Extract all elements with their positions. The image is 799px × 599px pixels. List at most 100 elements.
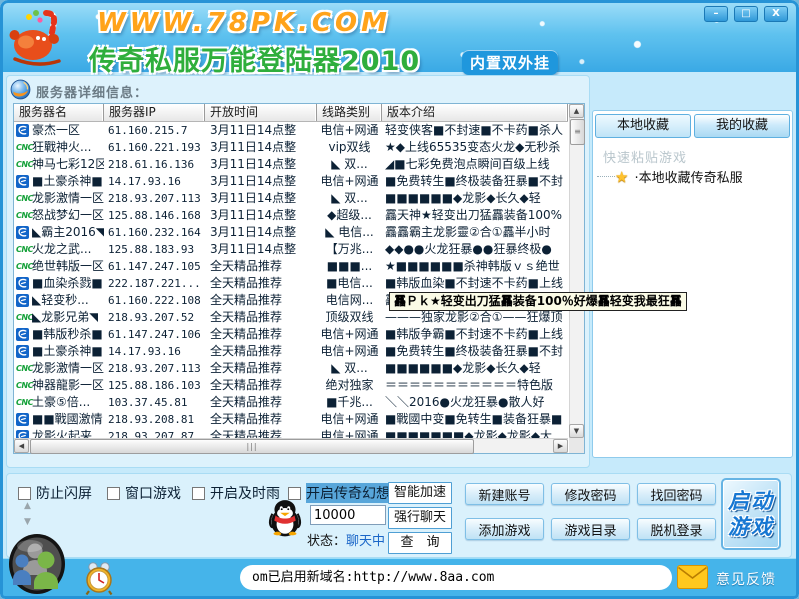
checkbox-1[interactable]: 防止闪屏 [18,483,92,503]
server-table: 服务器名 服务器IP 开放时间 线路类别 版本介绍 豪杰一区 61.160.215.7 3月… [13,103,585,454]
envelope-icon[interactable] [677,565,708,593]
cell-server-ip: 14.17.93.16 [108,345,181,358]
scroll-up-button[interactable]: ▲ [569,104,584,118]
cell-server-ip: 125.88.146.168 [108,209,201,222]
scroll-right-button[interactable]: ▶ [553,439,568,453]
cell-server-ip: 222.187.221... [108,277,201,290]
server-row[interactable]: ■■戰國激情 218.93.208.81 全天精品推荐 电信+网通 ■戰國中变■免转生■… [14,411,568,428]
telecom-icon [16,226,30,239]
cell-open-time: 全天精品推荐 [210,293,283,307]
close-button[interactable]: X [764,6,788,22]
favorites-tree-item[interactable]: ★ ·本地收藏传奇私服 [597,167,743,186]
server-row[interactable]: CNC 神器龍影一区 125.88.186.103 全天精品推荐 绝对独家 ＝＝＝＝＝＝＝… [14,377,568,394]
cell-line-type: 电信+网通 [320,344,379,358]
checkbox-label: 开启传奇幻想 [306,483,390,503]
tool-button-2[interactable]: 强行聊天 [388,507,452,529]
account-button-1[interactable]: 新建账号 [465,483,544,505]
cell-version-intro: ＝＝＝＝＝＝＝＝＝＝＝特色版 [385,378,554,392]
scroll-left-button[interactable]: ◀ [14,439,29,453]
cell-server-ip: 125.88.183.93 [108,243,195,256]
cell-server-ip: 218.93.208.81 [108,413,195,426]
checkbox-box[interactable] [192,486,205,500]
server-row[interactable]: ◣霸主2016◥ 61.160.232.164 3月11日14点整 ◣ 电信... 靐靐… [14,224,568,241]
server-name: 火龙之武... [32,242,92,256]
table-header: 服务器名 服务器IP 开放时间 线路类别 版本介绍 [14,104,568,122]
vertical-scrollbar[interactable]: ▲ ≡ ▼ [569,104,585,438]
checkbox-box[interactable] [18,486,31,500]
checkbox-3[interactable]: 开启及时雨 [192,483,280,503]
checkbox-2[interactable]: 窗口游戏 [107,483,181,503]
cell-server-name: ■韩版秒杀■ [14,326,104,343]
horizontal-scrollbar[interactable]: ◀ ||| ▶ [14,438,568,454]
cell-open-time: 3月11日14点整 [210,208,297,222]
account-button-3[interactable]: 找回密码 [637,483,716,505]
cnc-icon: CNC [16,313,33,322]
server-row[interactable]: CNC 龙影激情一区 218.93.207.113 3月11日14点整 ◣ 双... ■■… [14,190,568,207]
tool-button-3[interactable]: 查 询 [388,532,452,554]
server-row[interactable]: CNC 龙影激情一区 218.93.207.113 全天精品推荐 ◣ 双... ■■■■■… [14,360,568,377]
tab-my-favorites[interactable]: 我的收藏 [694,114,790,138]
server-row[interactable]: ■韩版秒杀■ 61.147.247.106 全天精品推荐 电信+网通 ■韩版争霸■不封速… [14,326,568,343]
server-row[interactable]: CNC 神马七彩12区 218.61.16.136 3月11日14点整 ◣ 双... ◢■… [14,156,568,173]
window-controls: – □ X [704,6,788,22]
cell-server-ip: 218.93.207.87 [108,430,195,440]
server-row[interactable]: ■血染杀戮■ 222.187.221... 全天精品推荐 ■电信... ■韩版血染■不封… [14,275,568,292]
cell-version-intro: ■■■■■■◆龙影◆长久◆轻 [385,361,541,375]
checkbox-4[interactable]: 开启传奇幻想 [288,483,390,503]
cell-open-time: 全天精品推荐 [210,327,283,341]
server-row[interactable]: ■土豪杀神■ 14.17.93.16 3月11日14点整 电信+网通 ■免费转生■终极装… [14,173,568,190]
account-button-4[interactable]: 添加游戏 [465,518,544,540]
qq-number-input[interactable] [310,505,386,525]
account-button-6[interactable]: 脱机登录 [637,518,716,540]
spinner-down-icon[interactable]: ▼ [24,517,31,527]
account-button-2[interactable]: 修改密码 [551,483,630,505]
cell-open-time: 3月11日14点整 [210,140,297,154]
maximize-button[interactable]: □ [734,6,758,22]
horizontal-scroll-thumb[interactable]: ||| [30,439,474,454]
server-row[interactable]: CNC 怒战梦幻一区 125.88.146.168 3月11日14点整 ◆超级... 靐天… [14,207,568,224]
column-header-4[interactable]: 线路类别 [317,104,382,121]
cell-server-ip: 103.37.45.81 [108,396,188,409]
server-row[interactable]: 龙影火起来 218.93.207.87 全天精品推荐 电信+网通 ■■■■■■■◆龙影◆… [14,428,568,440]
cell-server-ip: 61.160.215.7 [108,124,188,137]
site-url: WWW.78PK.COM [97,8,391,38]
cell-server-ip: 61.160.232.164 [108,226,201,239]
globe-icon [10,79,31,104]
column-header-3[interactable]: 开放时间 [205,104,317,121]
column-header-5[interactable]: 版本介绍 [382,104,568,121]
checkbox-box[interactable] [288,486,301,500]
server-row[interactable]: CNC 绝世韩版一区 61.147.247.105 全天精品推荐 ■■■... ★■■■■… [14,258,568,275]
launch-game-button[interactable]: 启动 游戏 [721,478,781,550]
spinner-up-icon[interactable]: ▲ [24,501,31,511]
server-name: 龙影激情一区 [32,361,104,375]
account-button-5[interactable]: 游戏目录 [551,518,630,540]
cell-line-type: ◣ 双... [331,191,368,205]
qq-status-label: 状态： [307,534,347,549]
server-row[interactable]: CNC 土豪⑤倍... 103.37.45.81 全天精品推荐 ■千兆... ＼＼2016… [14,394,568,411]
column-header-1[interactable]: 服务器名 [14,104,104,121]
server-row[interactable]: ■土豪杀神■ 14.17.93.16 全天精品推荐 电信+网通 ■免费转生■终极装备狂暴… [14,343,568,360]
server-tooltip: 靐Ｐｋ★轻变出刀猛靐装备100％好爆靐轻变我最狂靐 [389,292,687,311]
cell-version-intro: ■免费转生■终极装备狂暴■不封 [385,174,564,188]
cnc-icon: CNC [16,381,33,390]
cell-line-type: 绝对独家 [325,378,374,392]
messenger-icon[interactable] [8,533,66,599]
vertical-scroll-thumb[interactable]: ≡ [570,119,585,145]
cnc-icon: CNC [16,262,33,271]
column-header-2[interactable]: 服务器IP [104,104,205,121]
checkbox-box[interactable] [107,486,120,500]
scroll-down-button[interactable]: ▼ [569,424,584,438]
minimize-button[interactable]: – [704,6,728,22]
star-icon: ★ [615,167,629,186]
tab-local-favorites[interactable]: 本地收藏 [595,114,691,138]
cnc-icon: CNC [16,398,33,407]
server-row[interactable]: CNC 火龙之武... 125.88.183.93 3月11日14点整 【万兆... ◆◆… [14,241,568,258]
tool-button-1[interactable]: 智能加速 [388,482,452,504]
cell-server-name: ■土豪杀神■ [14,173,104,190]
server-row[interactable]: CNC 狂戰神火... 61.160.221.193 3月11日14点整 vip双线 ★◆… [14,139,568,156]
cell-server-name: CNC 狂戰神火... [14,139,104,156]
alarm-clock-icon[interactable] [84,561,114,599]
server-row[interactable]: 豪杰一区 61.160.215.7 3月11日14点整 电信+网通 轻变侠客■不封速■不… [14,122,568,139]
feedback-link[interactable]: 意见反馈 [716,572,776,588]
server-row[interactable]: CNC ◣龙影兄弟◥ 218.93.207.52 全天精品推荐 顶级双线 ———独家龙影②… [14,309,568,326]
